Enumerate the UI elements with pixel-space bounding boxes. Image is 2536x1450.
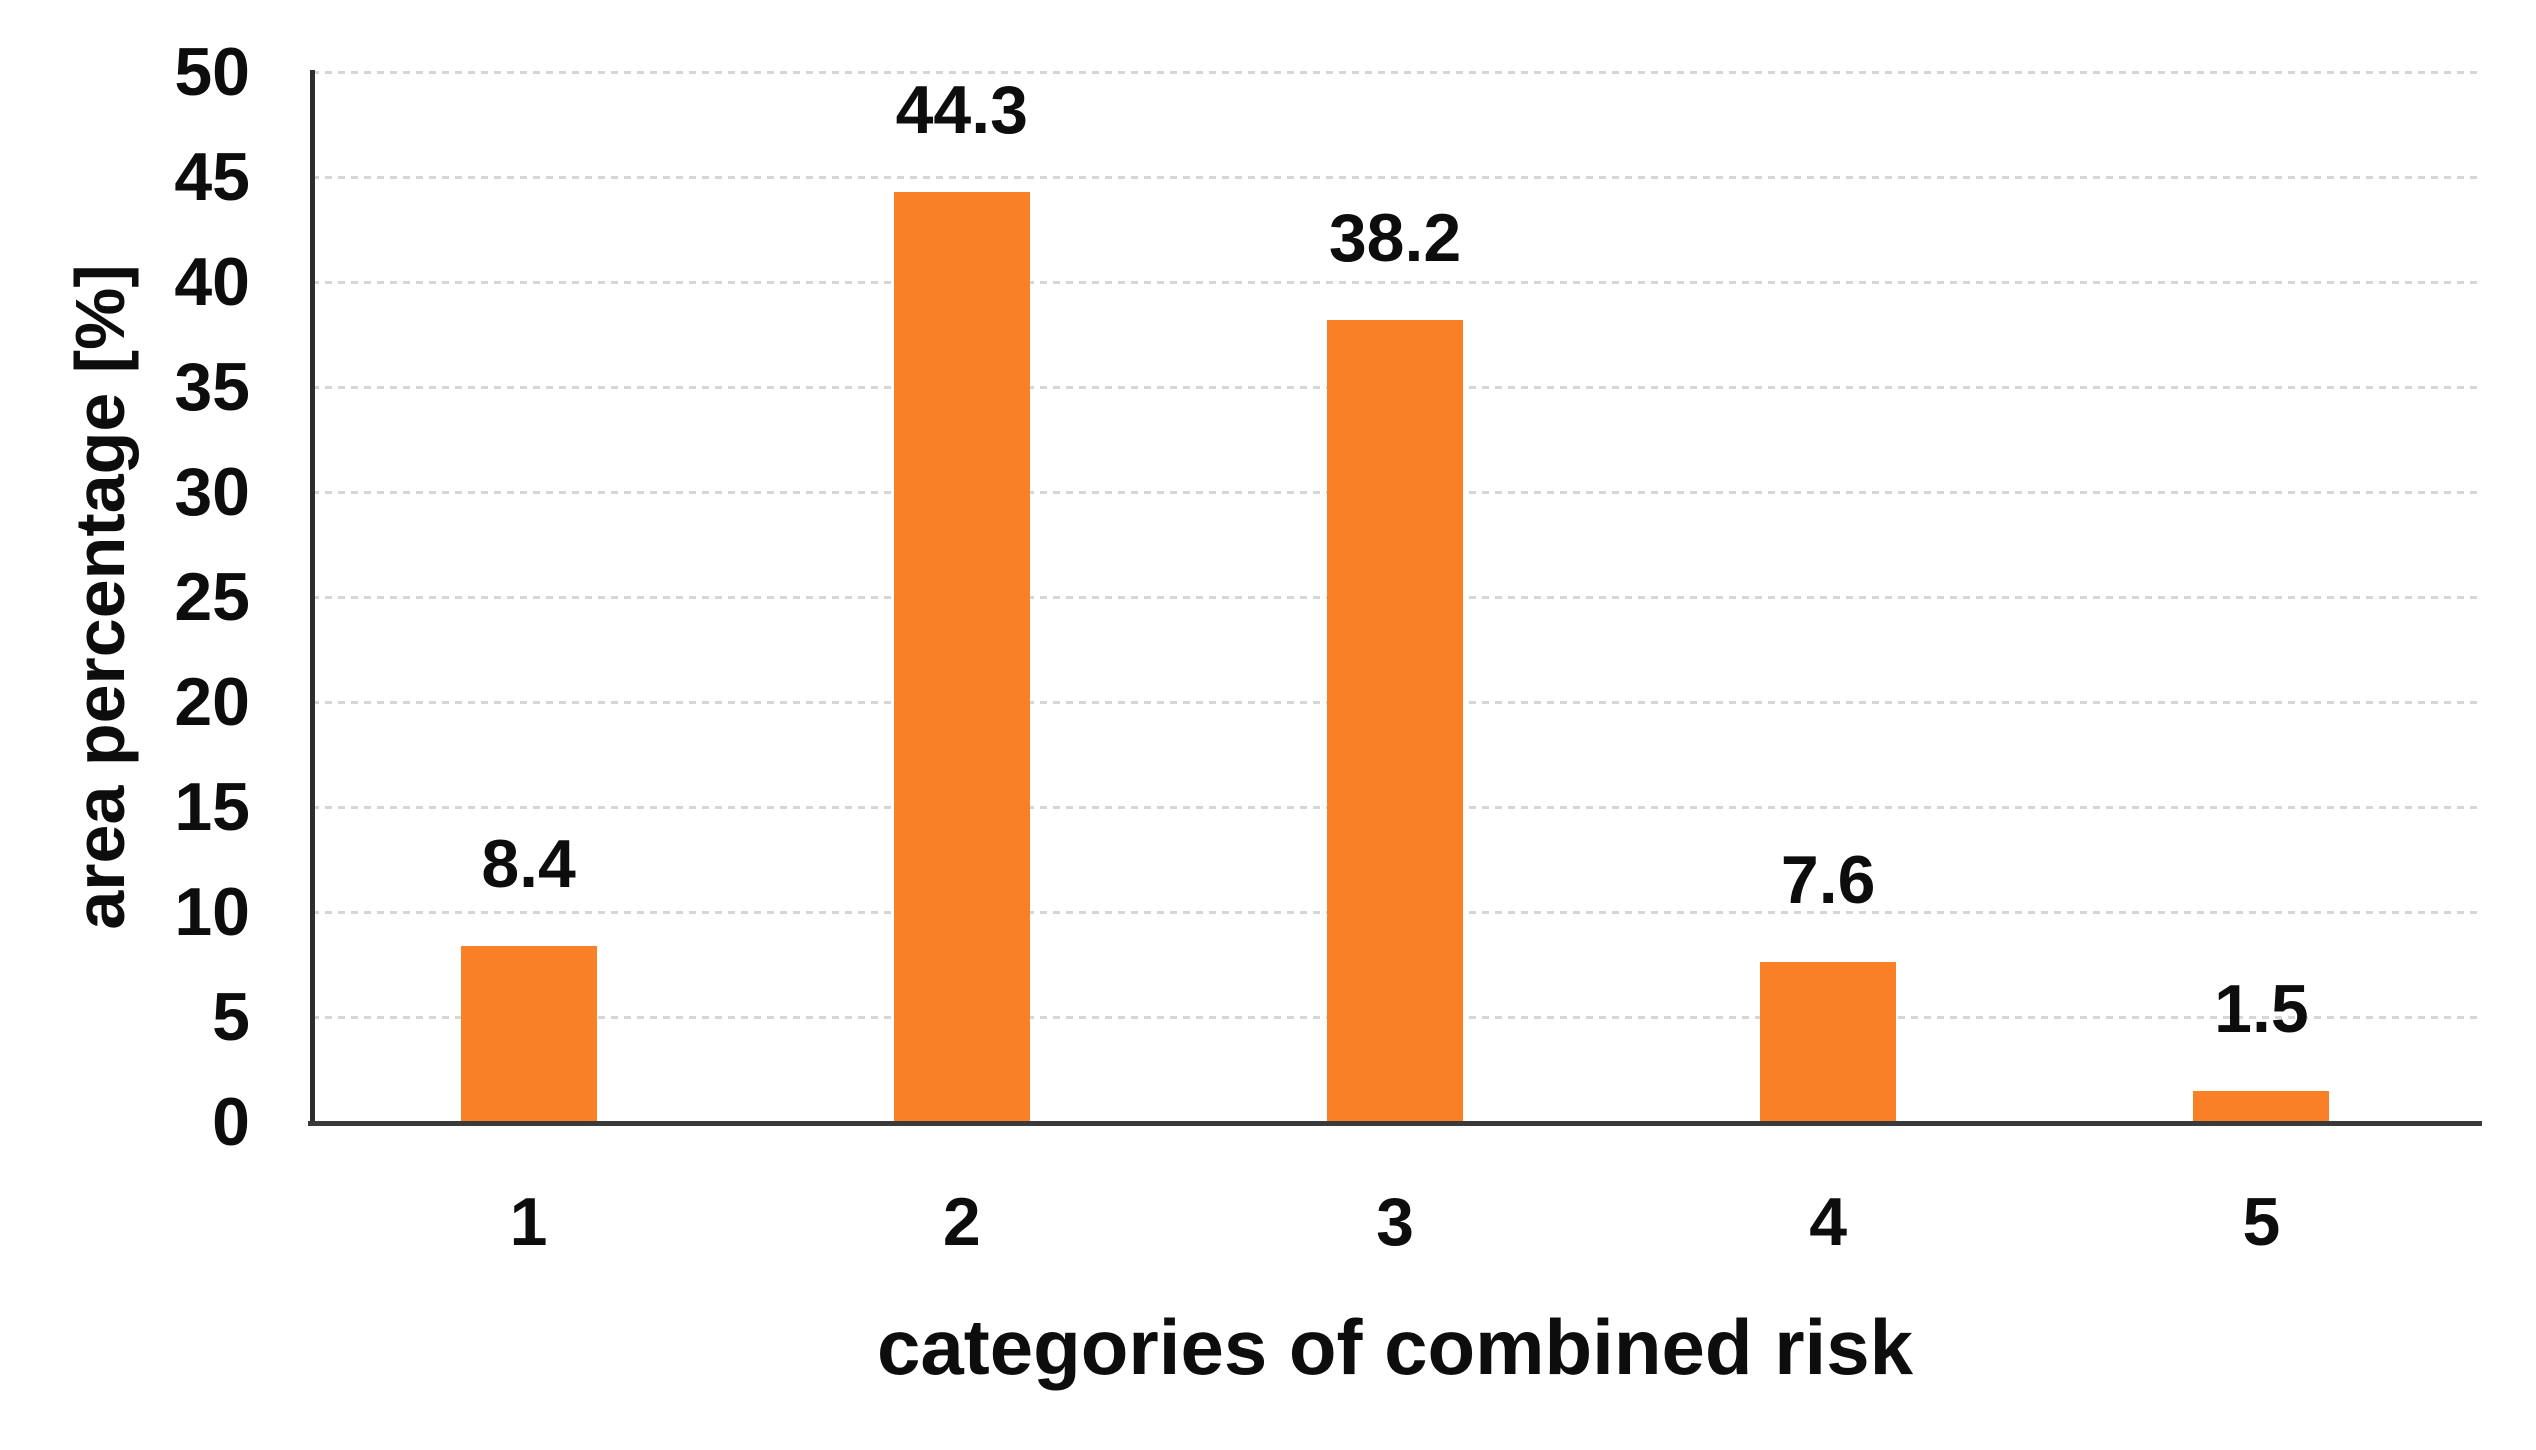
y-tick-label-30: 30 bbox=[174, 454, 250, 530]
x-tick-label-4: 4 bbox=[1809, 1184, 1848, 1260]
y-tick-label-25: 25 bbox=[174, 559, 250, 635]
x-tick-label-1: 1 bbox=[509, 1184, 548, 1260]
gridline-40 bbox=[312, 281, 2478, 284]
y-tick-label-40: 40 bbox=[174, 244, 250, 320]
x-axis-line bbox=[308, 1121, 2482, 1126]
gridline-45 bbox=[312, 176, 2478, 179]
y-axis-title: area percentage [%] bbox=[61, 264, 139, 930]
gridline-50 bbox=[312, 71, 2478, 74]
y-axis-line bbox=[310, 70, 315, 1126]
y-tick-label-5: 5 bbox=[212, 979, 250, 1055]
data-label-category-3: 38.2 bbox=[1328, 200, 1462, 276]
bar-category-5 bbox=[2193, 1090, 2330, 1122]
bar-category-2 bbox=[893, 191, 1030, 1122]
y-tick-label-10: 10 bbox=[174, 874, 250, 950]
bar-category-1 bbox=[460, 945, 597, 1122]
x-axis-title: categories of combined risk bbox=[877, 1303, 1913, 1391]
data-label-category-5: 1.5 bbox=[2214, 970, 2309, 1047]
y-tick-label-15: 15 bbox=[174, 769, 250, 845]
x-tick-label-2: 2 bbox=[942, 1184, 981, 1260]
x-tick-label-3: 3 bbox=[1376, 1184, 1414, 1260]
y-tick-label-20: 20 bbox=[174, 664, 250, 740]
bar-category-3 bbox=[1327, 319, 1463, 1122]
y-tick-label-50: 50 bbox=[174, 34, 250, 110]
data-label-category-1: 8.4 bbox=[481, 825, 576, 902]
data-label-category-2: 44.3 bbox=[895, 71, 1028, 148]
y-tick-label-45: 45 bbox=[174, 139, 250, 215]
y-tick-label-0: 0 bbox=[212, 1084, 250, 1160]
data-label-category-4: 7.6 bbox=[1780, 842, 1876, 919]
y-tick-label-35: 35 bbox=[174, 349, 250, 425]
x-tick-label-5: 5 bbox=[2242, 1184, 2281, 1260]
bar-category-4 bbox=[1760, 962, 1897, 1122]
